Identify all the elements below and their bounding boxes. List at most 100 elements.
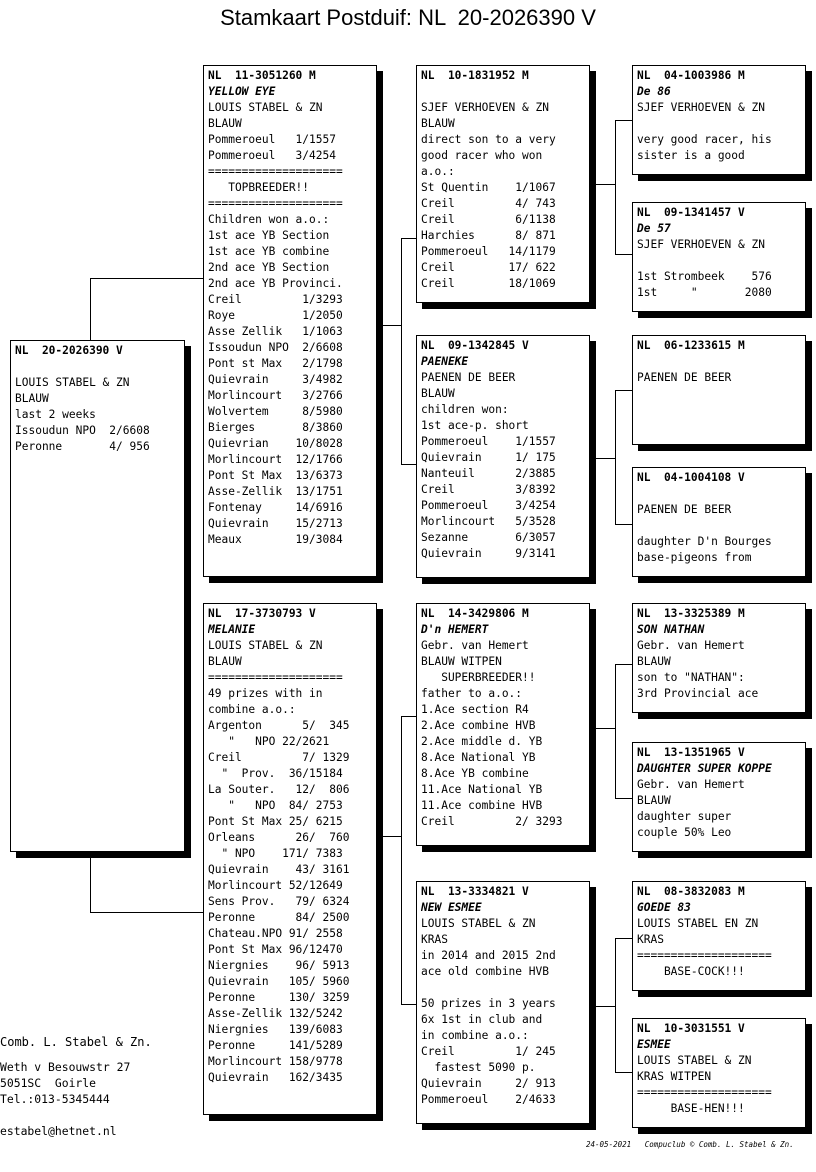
pigeon-card-mother: NL 17-3730793 V MELANIE LOUIS STABEL & ZN B… [203,603,377,1115]
card-line: Creil 7/ 1329 [208,751,350,764]
card-line: Pommeroeul 1/1557 [208,133,336,146]
card-line: " NPO 171/ 7383 [208,847,343,860]
card-line: 8.Ace National YB [421,751,536,764]
card-line: Creil 4/ 743 [421,197,556,210]
card-line: KRAS WITPEN [637,1070,712,1083]
card-line: 2.Ace combine HVB [421,719,536,732]
card-line: Quievrain 3/4982 [208,373,343,386]
card-line: 6x 1st in club and [421,1013,543,1026]
card-line: 2nd ace YB Section [208,261,330,274]
ring-number: NL 17-3730793 V [208,607,316,620]
ring-number: NL 04-1003986 M [637,69,745,82]
card-line: " NPO 22/2621 [208,735,330,748]
card-line: LOUIS STABEL & ZN [208,101,323,114]
pigeon-name: D'n HEMERT [421,623,489,636]
owner-name: Comb. L. Stabel & Zn. [0,1035,152,1049]
card-line: Pommeroeul 3/4254 [421,499,556,512]
card-line: daughter D'n Bourges [637,535,772,548]
card-line [15,359,180,375]
card-line: in combine a.o.: [421,1029,529,1042]
card-line: BLAUW [637,655,671,668]
pigeon-name: GOEDE 83 [637,901,691,914]
owner-phone: Tel.:013-5345444 [0,1092,110,1106]
card-line: ==================== [208,165,343,178]
card-line: Issoudun NPO 2/6608 [15,424,150,437]
pigeon-name: De 57 [637,222,671,235]
pigeon-card-mfm: NL 13-1351965 V DAUGHTER SUPER KOPPE Gebr.… [632,742,806,852]
connector-line [90,912,204,913]
card-line: LOUIS STABEL & ZN [15,376,130,389]
connector-line [596,1006,616,1007]
pigeon-card-mm: NL 13-3334821 V NEW ESMEE LOUIS STABEL & Z… [416,881,590,1124]
card-line: 50 prizes in 3 years [421,997,556,1010]
card-line: Quievrain 15/2713 [208,517,343,530]
card-line [637,253,801,269]
card-line: Pommeroeul 2/4633 [421,1093,556,1106]
card-line: Pont St Max 13/6373 [208,469,343,482]
card-line: Orleans 26/ 760 [208,831,350,844]
pigeon-card-mmm: NL 10-3031551 V ESMEE LOUIS STABEL & ZN KRA… [632,1018,806,1128]
card-line: 49 prizes with in [208,687,323,700]
card-line: daughter super [637,810,732,823]
card-line: 3rd Provincial ace [637,687,759,700]
card-line: Argenton 5/ 345 [208,719,350,732]
card-line: ==================== [637,949,772,962]
card-line: Quievrain 43/ 3161 [208,863,350,876]
card-line: combine a.o.: [208,703,296,716]
card-line: BLAUW WITPEN [421,655,502,668]
pigeon-card-fmf: NL 06-1233615 M PAENEN DE BEER [632,335,806,445]
ring-number: NL 14-3429806 M [421,607,529,620]
card-line: LOUIS STABEL & ZN [637,1054,752,1067]
card-line: Pont st Max 2/1798 [208,357,343,370]
card-line: Sens Prov. 79/ 6324 [208,895,350,908]
pigeon-card-mmf: NL 08-3832083 M GOEDE 83 LOUIS STABEL EN Z… [632,881,806,991]
pigeon-card-ff: NL 10-1831952 M SJEF VERHOEVEN & ZN BLAUW d… [416,65,590,303]
card-line: Creil 6/1138 [421,213,556,226]
card-line: father to a.o.: [421,687,523,700]
connector-line [615,524,633,525]
card-line: BLAUW [15,392,49,405]
connector-line [615,120,633,121]
card-line: Morlincourt 5/3528 [421,515,556,528]
pigeon-card-mf: NL 14-3429806 M D'n HEMERT Gebr. van Hemer… [416,603,590,846]
card-line: PAENEN DE BEER [421,371,516,384]
card-line: Creil 1/3293 [208,293,343,306]
card-line: ==================== [208,671,343,684]
card-line: Morlincourt 52/12649 [208,879,343,892]
card-line: PAENEN DE BEER [637,371,732,384]
card-line: Pommeroeul 1/1557 [421,435,556,448]
connector-line [615,390,633,391]
connector-line [615,938,616,1072]
owner-email: estabel@hetnet.nl [0,1124,117,1138]
connector-line [615,1072,633,1073]
card-line: 2.Ace middle d. YB [421,735,543,748]
card-line: Pont St Max 96/12470 [208,943,343,956]
card-line: " NPO 84/ 2753 [208,799,343,812]
ring-number: NL 10-1831952 M [421,69,529,82]
connector-line [401,238,417,239]
card-line [421,980,585,996]
card-line: Issoudun NPO 2/6608 [208,341,343,354]
page-title: Stamkaart Postduif: NL 20-2026390 V [220,5,596,30]
card-line: 1st ace-p. short [421,419,529,432]
card-line: Pommeroeul 14/1179 [421,245,556,258]
card-line: couple 50% Leo [637,826,732,839]
connector-line [615,938,633,939]
card-line: 1st " 2080 [637,286,772,299]
card-line: good racer who won [421,149,543,162]
card-line: fastest 5090 p. [421,1061,536,1074]
card-line: BASE-COCK!!! [637,965,745,978]
card-line: BLAUW [637,794,671,807]
card-line: Morlincourt 12/1766 [208,453,343,466]
card-line [637,354,801,370]
card-line: Chateau.NPO 91/ 2558 [208,927,343,940]
card-line: LOUIS STABEL & ZN [421,917,536,930]
card-line: SJEF VERHOEVEN & ZN [637,101,765,114]
pigeon-name: NEW ESMEE [421,901,482,914]
connector-line [596,458,616,459]
connector-line [90,278,91,340]
connector-line [401,716,402,1004]
card-line: sister is a good [637,149,745,162]
connector-line [401,716,417,717]
pigeon-name: ESMEE [637,1038,671,1051]
